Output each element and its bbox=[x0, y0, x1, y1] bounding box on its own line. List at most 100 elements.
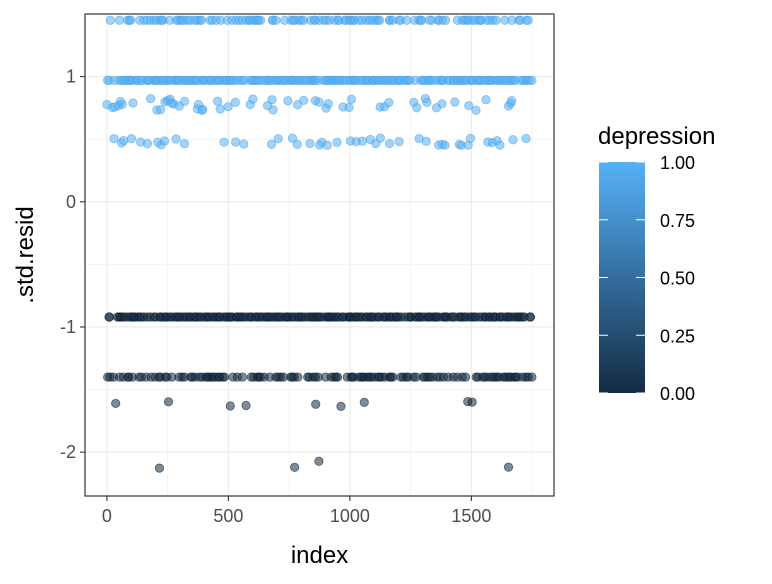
y-tick-label: 1 bbox=[66, 67, 76, 87]
scatter-point bbox=[212, 96, 223, 106]
scatter-point bbox=[239, 139, 249, 149]
scatter-points bbox=[102, 15, 537, 473]
scatter-point bbox=[336, 401, 346, 412]
scatter-point bbox=[219, 372, 230, 382]
x-axis-title: index bbox=[291, 542, 348, 569]
scatter-point bbox=[346, 94, 357, 104]
plot-panel bbox=[85, 14, 554, 496]
scatter-point bbox=[305, 138, 315, 149]
scatter-point bbox=[323, 99, 333, 109]
scatter-point bbox=[118, 136, 129, 146]
legend-tick-label: 0.50 bbox=[660, 269, 695, 289]
scatter-point bbox=[359, 397, 369, 407]
scatter-point bbox=[465, 133, 476, 144]
x-tick-label: 500 bbox=[213, 506, 243, 526]
scatter-point bbox=[287, 133, 298, 143]
scatter-point bbox=[523, 15, 533, 25]
y-tick-label: -2 bbox=[60, 442, 76, 462]
scatter-point bbox=[256, 15, 266, 25]
y-tick-label: 0 bbox=[66, 192, 76, 212]
scatter-point bbox=[299, 95, 309, 105]
scatter-point bbox=[417, 15, 427, 25]
scatter-point bbox=[525, 312, 536, 322]
scatter-point bbox=[126, 134, 137, 144]
scatter-point bbox=[332, 372, 343, 382]
scatter-point bbox=[375, 15, 385, 25]
scatter-point bbox=[314, 97, 324, 107]
scatter-point bbox=[198, 104, 208, 114]
scatter-point bbox=[114, 15, 124, 25]
scatter-point bbox=[471, 105, 481, 115]
major-gridlines bbox=[85, 14, 554, 496]
scatter-point bbox=[128, 98, 138, 108]
scatter-point bbox=[273, 134, 283, 144]
scatter-point bbox=[163, 397, 174, 407]
legend-ticks: 1.00 0.75 0.50 0.25 0.00 bbox=[599, 153, 695, 404]
scatter-point bbox=[332, 137, 342, 147]
x-tick-label: 1000 bbox=[330, 506, 370, 526]
y-tick-label: -1 bbox=[60, 317, 76, 337]
scatter-point bbox=[401, 15, 412, 25]
scatter-point bbox=[375, 133, 385, 143]
plot-border bbox=[84, 13, 555, 497]
scatter-point bbox=[290, 462, 300, 472]
scatter-point bbox=[464, 101, 474, 111]
x-tick-label: 0 bbox=[102, 506, 112, 526]
scatter-point bbox=[241, 400, 251, 411]
scatter-point bbox=[105, 15, 115, 25]
scatter-point bbox=[219, 137, 229, 147]
scatter-point bbox=[159, 136, 170, 146]
y-axis: -2 -1 0 1 bbox=[60, 67, 85, 462]
scatter-point bbox=[437, 99, 447, 109]
y-axis-title: .std.resid bbox=[12, 206, 39, 303]
scatter-point bbox=[314, 456, 324, 466]
scatter-point bbox=[142, 139, 153, 149]
scatter-point bbox=[111, 398, 121, 409]
scatter-point bbox=[109, 134, 119, 144]
scatter-point bbox=[196, 15, 207, 25]
scatter-point bbox=[230, 97, 240, 108]
legend-title: depression bbox=[598, 123, 715, 150]
scatter-point bbox=[268, 105, 278, 115]
scatter-point bbox=[126, 15, 136, 25]
scatter-point bbox=[180, 96, 190, 106]
scatter-point bbox=[467, 397, 477, 407]
legend-tick-label: 0.25 bbox=[660, 326, 695, 346]
scatter-point bbox=[508, 135, 518, 145]
scatter-point bbox=[460, 372, 471, 382]
scatter-point bbox=[146, 94, 156, 104]
scatter-point bbox=[293, 372, 303, 382]
scatter-point bbox=[271, 15, 281, 25]
scatter-point bbox=[450, 97, 460, 107]
scatter-point bbox=[283, 96, 293, 106]
scatter-point bbox=[422, 97, 432, 107]
scatter-point bbox=[292, 139, 302, 149]
scatter-point bbox=[237, 372, 247, 382]
scatter-point bbox=[503, 462, 514, 472]
scatter-point bbox=[267, 95, 277, 105]
scatter-point bbox=[154, 463, 165, 473]
scatter-point bbox=[179, 139, 190, 149]
scatter-point bbox=[171, 134, 181, 144]
scatter-point bbox=[248, 94, 258, 104]
scatter-point bbox=[440, 140, 450, 150]
scatter-point bbox=[266, 139, 277, 149]
scatter-point bbox=[394, 137, 404, 147]
legend-tick-label: 0.00 bbox=[660, 384, 695, 404]
scatter-point bbox=[225, 401, 235, 411]
scatter-point bbox=[527, 372, 537, 382]
x-axis: 0 500 1000 1500 bbox=[102, 496, 491, 526]
scatter-point bbox=[223, 102, 233, 112]
scatter-point bbox=[495, 140, 505, 150]
scatter-point bbox=[491, 15, 501, 25]
scatter-point bbox=[311, 399, 321, 409]
scatter-point bbox=[481, 95, 491, 105]
scatter-point bbox=[117, 99, 127, 109]
scatter-point bbox=[215, 104, 225, 114]
scatter-point bbox=[104, 312, 115, 322]
scatter-point bbox=[322, 140, 332, 150]
scatter-point bbox=[388, 372, 398, 382]
scatter-point bbox=[344, 102, 354, 113]
scatter-point bbox=[521, 133, 531, 144]
